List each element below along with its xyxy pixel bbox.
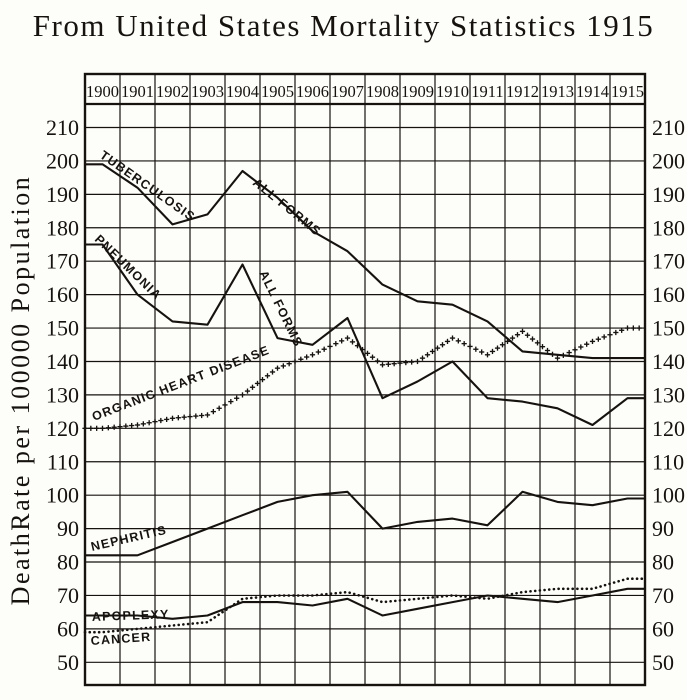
y-tick-left: 150 xyxy=(46,316,79,341)
y-tick-left: 70 xyxy=(57,583,79,608)
y-tick-left: 60 xyxy=(57,616,79,641)
year-label: 1907 xyxy=(331,82,364,101)
y-tick-right: 70 xyxy=(652,583,674,608)
y-tick-left: 200 xyxy=(46,148,79,173)
curve-label-tuberculosis: ALL FORMS xyxy=(250,175,324,238)
year-label: 1905 xyxy=(261,82,294,101)
y-tick-right: 210 xyxy=(652,115,685,140)
curve-label-cancer: CANCER xyxy=(90,630,152,648)
y-axis-title: DeathRate per 100000 Population xyxy=(6,174,35,606)
y-tick-left: 190 xyxy=(46,182,79,207)
year-label: 1909 xyxy=(401,82,434,101)
y-tick-right: 160 xyxy=(652,282,685,307)
y-tick-right: 150 xyxy=(652,316,685,341)
curve-label-nephritis: NEPHRITIS xyxy=(90,523,169,554)
y-tick-left: 180 xyxy=(46,215,79,240)
year-label: 1902 xyxy=(156,82,189,101)
curve-label-organic-heart-disease: ORGANIC HEART DISEASE xyxy=(90,343,272,424)
year-label: 1910 xyxy=(436,82,469,101)
y-tick-left: 80 xyxy=(57,550,79,575)
y-tick-right: 140 xyxy=(652,349,685,374)
y-tick-right: 100 xyxy=(652,483,685,508)
curve-label-tuberculosis: TUBERCULOSIS xyxy=(97,148,198,224)
year-label: 1904 xyxy=(226,82,259,101)
x-axis-year-labels: 1900 1901 1902 1903 1904 1905 1906 1907 1908 1909… xyxy=(86,82,644,101)
y-tick-right: 60 xyxy=(652,616,674,641)
y-tick-right: 50 xyxy=(652,650,674,675)
year-label: 1900 xyxy=(86,82,119,101)
year-label: 1912 xyxy=(506,82,539,101)
year-label: 1913 xyxy=(541,82,574,101)
series-organic-heart-disease: ORGANIC HEART DISEASE xyxy=(82,325,642,431)
y-tick-left: 50 xyxy=(57,650,79,675)
y-tick-right: 200 xyxy=(652,148,685,173)
series-apoplexy: APOPLEXY xyxy=(85,587,645,624)
y-tick-right: 110 xyxy=(652,449,684,474)
y-tick-right: 120 xyxy=(652,416,685,441)
y-tick-left: 210 xyxy=(46,115,79,140)
year-label: 1914 xyxy=(576,82,609,101)
chart-title: From United States Mortality Statistics … xyxy=(32,8,655,43)
y-tick-left: 90 xyxy=(57,516,79,541)
y-tick-left: 140 xyxy=(46,349,79,374)
y-tick-left: 130 xyxy=(46,382,79,407)
y-tick-left: 160 xyxy=(46,282,79,307)
y-tick-right: 130 xyxy=(652,382,685,407)
y-tick-left: 100 xyxy=(46,483,79,508)
y-axis-tick-labels: 210 210 200 200 190 190 180 180 170 170 160 160 150 1… xyxy=(46,115,685,675)
year-label: 1911 xyxy=(471,82,503,101)
grid xyxy=(83,72,647,687)
curve-label-apoplexy: APOPLEXY xyxy=(92,607,170,624)
y-tick-right: 170 xyxy=(652,249,685,274)
y-tick-right: 190 xyxy=(652,182,685,207)
curve-label-pneumonia: PNEUMONIA xyxy=(92,232,164,303)
y-tick-left: 110 xyxy=(47,449,79,474)
year-label: 1906 xyxy=(296,82,329,101)
year-label: 1903 xyxy=(191,82,224,101)
y-tick-right: 180 xyxy=(652,215,685,240)
y-tick-right: 90 xyxy=(652,516,674,541)
y-tick-right: 80 xyxy=(652,550,674,575)
year-label: 1908 xyxy=(366,82,399,101)
y-tick-left: 170 xyxy=(46,249,79,274)
year-label: 1901 xyxy=(121,82,154,101)
series-cancer: CANCER xyxy=(83,577,647,648)
year-label: 1915 xyxy=(611,82,644,101)
y-tick-left: 120 xyxy=(46,416,79,441)
